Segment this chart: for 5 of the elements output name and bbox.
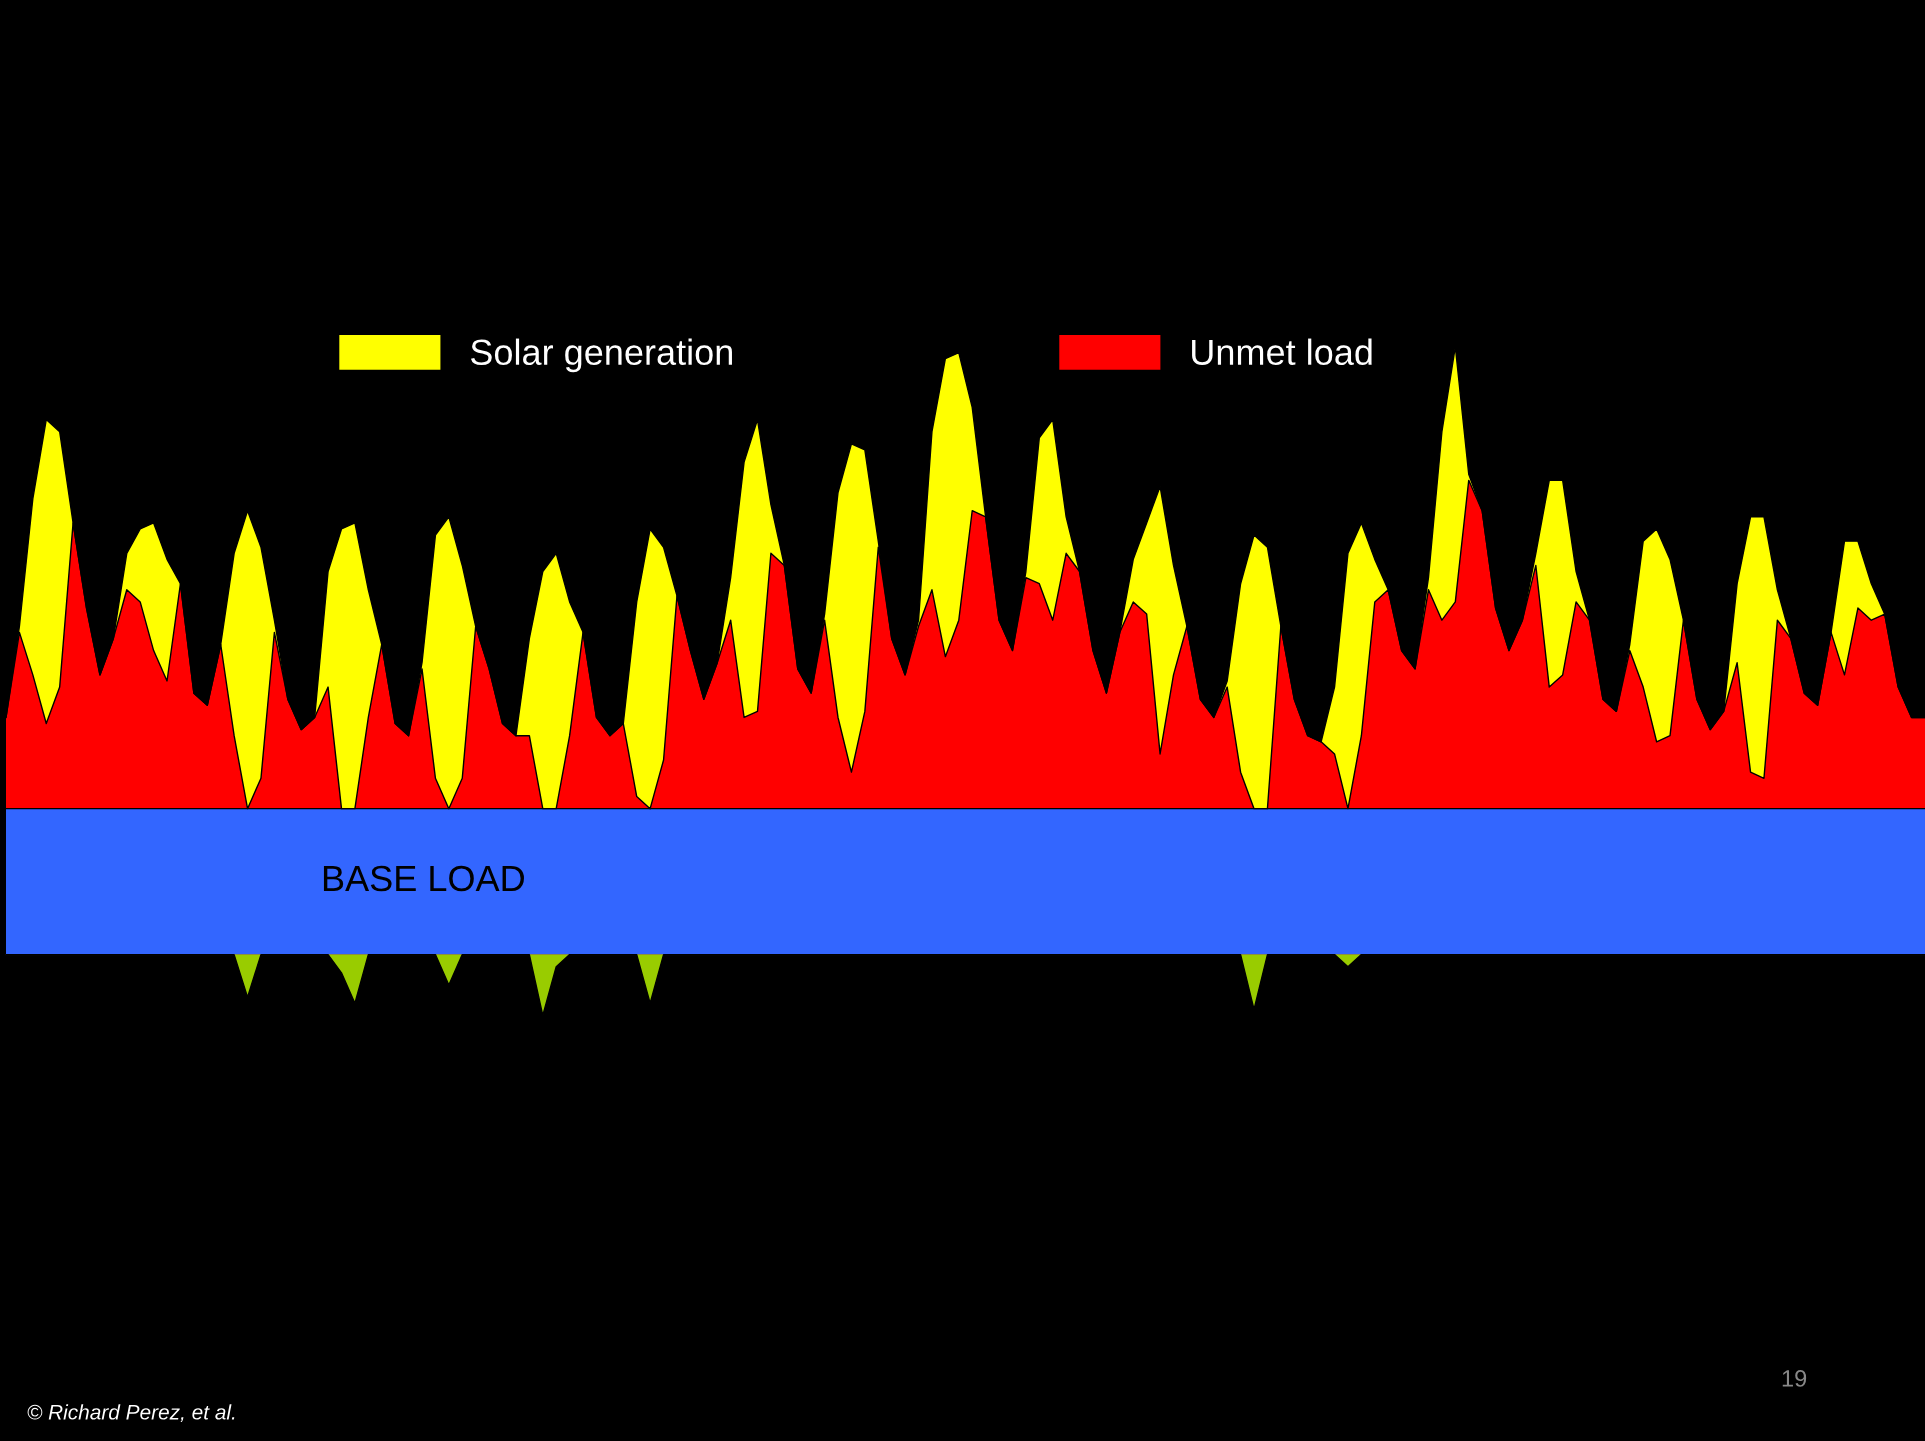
legend-label: Solar generation — [470, 338, 732, 373]
text: 19 — [1782, 1370, 1807, 1387]
text: © Richard Perez, et al. — [27, 1404, 235, 1423]
series-label: BASE LOAD — [323, 865, 524, 892]
legend-label: Unmet load — [1192, 338, 1372, 366]
